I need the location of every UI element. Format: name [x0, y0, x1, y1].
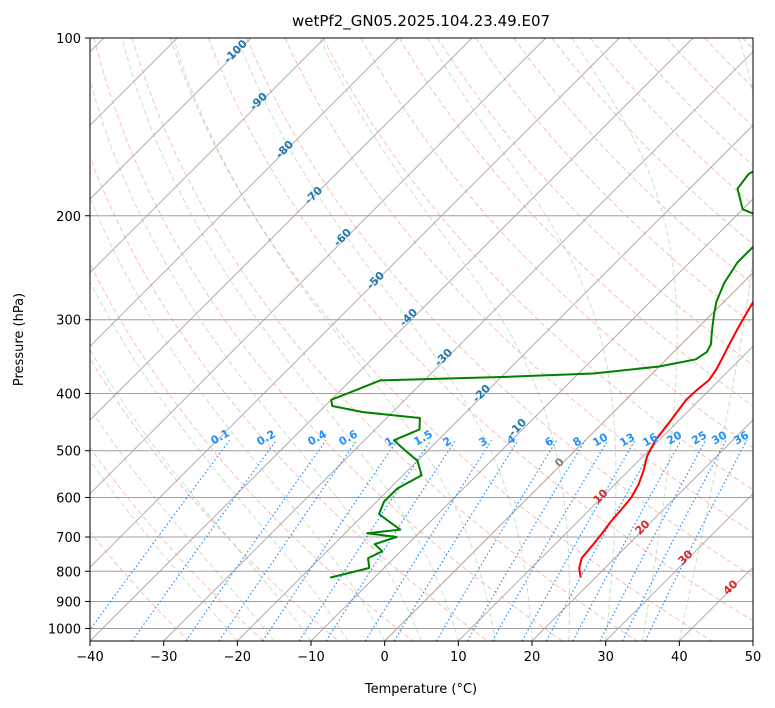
isotherm-line [90, 38, 547, 495]
isotherm-line [90, 38, 326, 274]
moist-adiabat [90, 78, 422, 641]
x-tick-label: 20 [524, 650, 541, 665]
moist-adiabat [319, 38, 570, 641]
dry-adiabat [246, 38, 753, 578]
axis-ticks: −40 −30 −20 −10 0 10 20 30 40 50 100 200 300 400 500 60… [48, 32, 761, 665]
chart-title: wetPf2_GN05.2025.104.23.49.E07 [292, 12, 550, 31]
mixing-ratio-line [621, 440, 727, 641]
isotherm-line [90, 38, 694, 641]
mixing-ratio-line [545, 439, 658, 641]
mixing-ratio-line [262, 439, 398, 641]
x-tick-label: 30 [597, 650, 614, 665]
dry-adiabat [475, 38, 753, 325]
isotherm-line [605, 492, 753, 641]
plot-frame [89, 37, 754, 642]
mixing-ratio-line [466, 439, 586, 641]
isotherm-line [531, 419, 753, 641]
dry-adiabat [90, 155, 488, 641]
background-lines [90, 38, 753, 641]
dewpoint-line [329, 170, 753, 579]
mixing-ratio-line [393, 439, 519, 641]
mixing-ratio-line [185, 439, 327, 641]
sounding-series [329, 170, 753, 579]
x-tick-label: 0 [381, 650, 389, 665]
mixing-ratio-line [435, 439, 558, 641]
isotherm-line [90, 38, 252, 200]
isotherm-line [90, 38, 473, 421]
x-axis-label: Temperature (°C) [364, 682, 477, 697]
y-tick-label: 300 [56, 314, 81, 329]
isotherm-line [163, 50, 753, 641]
y-tick-label: 500 [56, 445, 81, 460]
moist-adiabat [571, 38, 678, 641]
isotherm-line [90, 38, 620, 569]
dry-adiabat [208, 38, 753, 622]
mixing-ratio-line [644, 440, 748, 641]
dry-adiabat [284, 38, 753, 534]
y-tick-label: 400 [56, 388, 81, 403]
dry-adiabat [90, 357, 339, 641]
y-tick-label: 1000 [48, 622, 81, 637]
dry-adiabat [131, 38, 638, 641]
x-tick-label: 10 [450, 650, 467, 665]
x-tick-label: −30 [150, 650, 177, 665]
dry-adiabat [90, 531, 190, 641]
y-axis-label: Pressure (hPa) [12, 293, 27, 386]
x-tick-label: −10 [297, 650, 324, 665]
mixing-ratio-line [325, 439, 457, 641]
y-tick-label: 900 [56, 595, 81, 610]
mixing-ratio-line [90, 439, 231, 631]
moist-adiabat [678, 38, 753, 641]
dry-adiabat [169, 38, 712, 641]
dry-adiabat [90, 446, 264, 641]
mixing-ratio-line [364, 439, 493, 641]
mixing-ratio-line [218, 439, 358, 641]
dry-adiabat [322, 38, 753, 491]
moist-adiabat [90, 407, 275, 641]
x-tick-label: −40 [76, 650, 103, 665]
moist-adiabat [90, 459, 238, 641]
isotherm-line [236, 124, 753, 641]
moist-adiabat [427, 38, 617, 641]
y-tick-label: 600 [56, 491, 81, 506]
mixing-ratio-line [521, 440, 636, 641]
dry-adiabat [513, 38, 753, 285]
moist-adiabat [121, 38, 459, 641]
y-tick-label: 700 [56, 531, 81, 546]
dry-adiabat [93, 38, 563, 641]
y-tick-label: 200 [56, 210, 81, 225]
temperature-line [578, 300, 753, 578]
moist-adiabat [90, 280, 349, 641]
dry-adiabat [398, 38, 753, 407]
isotherm-line [310, 198, 753, 641]
x-tick-label: −20 [224, 650, 251, 665]
dry-adiabat [360, 38, 753, 449]
x-tick-label: 40 [671, 650, 688, 665]
dry-adiabat [436, 38, 753, 366]
mixing-ratio-line [491, 439, 609, 641]
moist-adiabat [236, 38, 533, 641]
freezing-isotherm [384, 271, 753, 641]
x-tick-label: 50 [745, 650, 762, 665]
moist-adiabat [172, 38, 496, 641]
isotherm-line [90, 38, 399, 348]
y-tick-label: 100 [56, 32, 81, 47]
y-tick-label: 800 [56, 565, 81, 580]
moist-adiabat [90, 196, 386, 641]
isotherm-line [457, 345, 753, 641]
dry-adiabat [90, 262, 414, 641]
